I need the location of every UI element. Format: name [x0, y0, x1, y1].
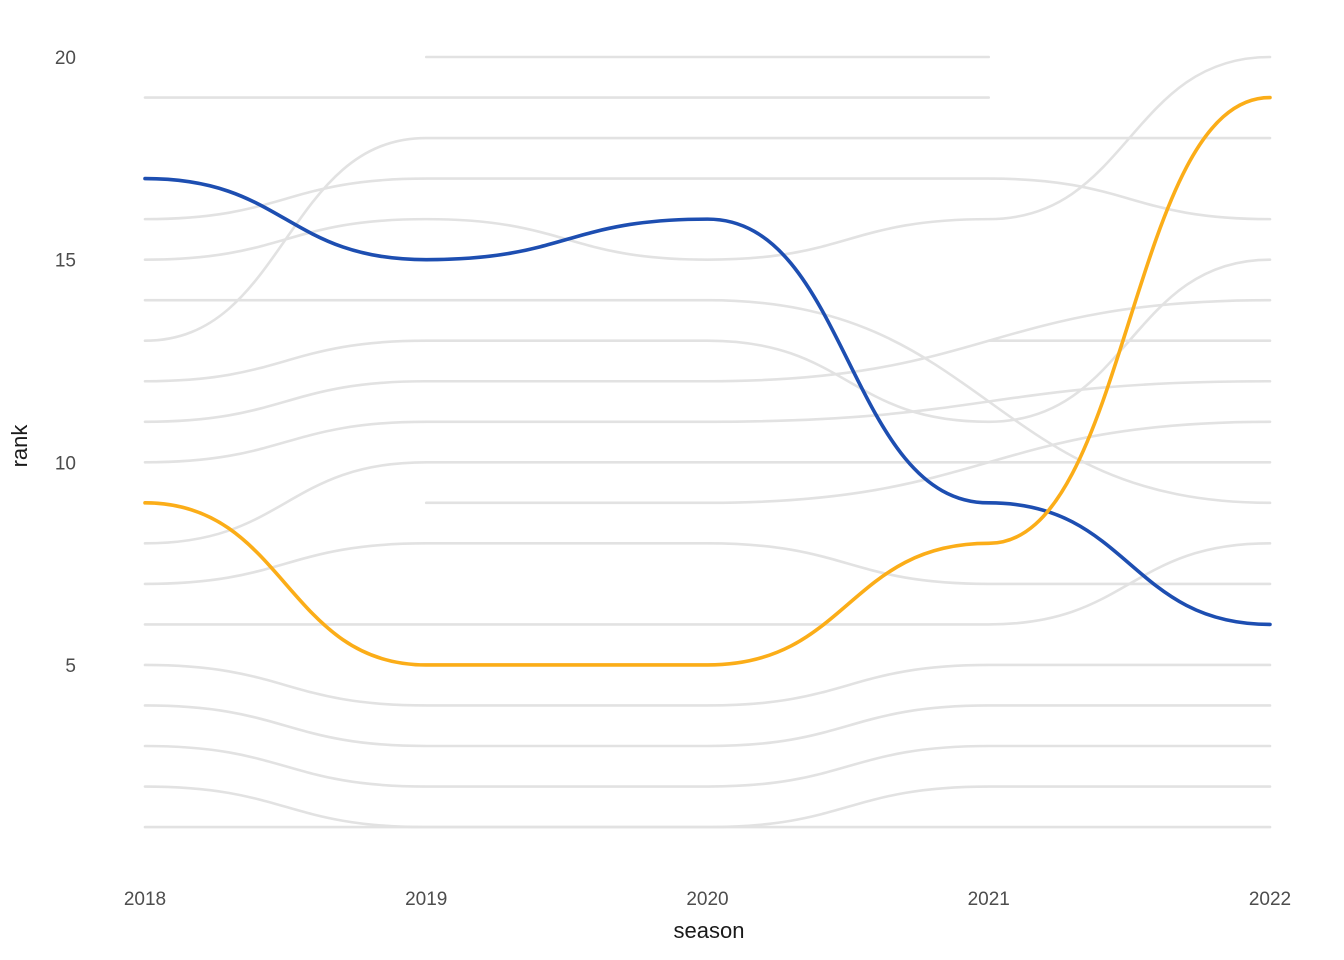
- bump-line-gray-16: [143, 744, 1272, 788]
- bump-line-gray-10: [143, 460, 1272, 545]
- x-tick-label-2018: 2018: [124, 889, 166, 910]
- y-axis-title: rank: [7, 424, 32, 468]
- bump-line-highlight-blue-team: [143, 176, 1272, 627]
- x-tick-label-2019: 2019: [405, 889, 447, 910]
- y-tick-label-10: 10: [55, 453, 76, 474]
- x-tick-label-2020: 2020: [686, 889, 728, 910]
- bump-line-gray-12: [143, 542, 1272, 586]
- bump-line-gray-11: [424, 420, 1272, 505]
- bump-lines-layer: [143, 55, 1272, 829]
- x-axis-title: season: [674, 918, 745, 943]
- bump-line-gray-17: [143, 785, 1272, 829]
- x-tick-label-2021: 2021: [968, 889, 1010, 910]
- y-tick-label-5: 5: [65, 656, 76, 677]
- y-tick-label-20: 20: [55, 48, 76, 69]
- bump-line-gray-03: [143, 136, 1272, 343]
- bump-line-gray-14: [143, 663, 1272, 707]
- bump-line-gray-06: [143, 298, 1272, 505]
- bump-line-gray-09: [143, 379, 1272, 464]
- x-tick-label-2022: 2022: [1249, 889, 1291, 910]
- y-tick-label-15: 15: [55, 251, 76, 272]
- bump-line-highlight-orange-team: [143, 95, 1272, 667]
- bump-line-gray-13: [143, 542, 1272, 626]
- bump-line-gray-08: [143, 298, 1272, 424]
- bump-line-gray-15: [143, 704, 1272, 748]
- bump-line-gray-07: [143, 258, 1272, 424]
- y-axis-tick-labels: 5 10 15 20: [55, 48, 76, 677]
- bump-line-gray-05: [143, 55, 1272, 261]
- bump-line-gray-04: [143, 177, 1272, 221]
- x-axis-tick-labels: 2018 2019 2020 2021 2022: [124, 889, 1291, 910]
